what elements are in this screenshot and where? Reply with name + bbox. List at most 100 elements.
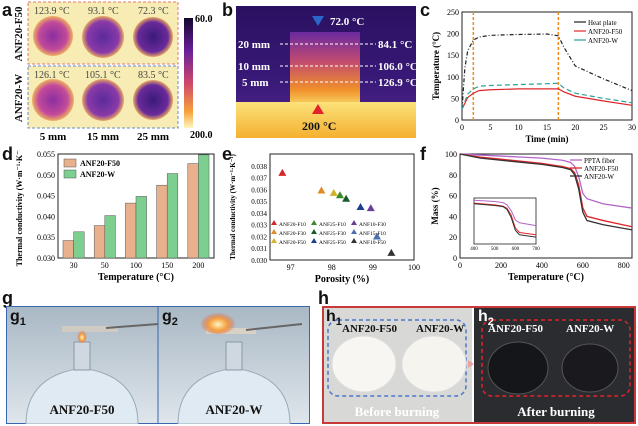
e-legend-4: ANF25-F30 <box>319 231 346 237</box>
h-arrow <box>468 360 474 368</box>
e-xtick-1: 98 <box>328 263 336 272</box>
c-legend-0: Heat plate <box>588 19 617 27</box>
d-bar-1-1 <box>104 215 116 259</box>
h-border <box>322 306 636 424</box>
f-legend-0: PPTA fiber <box>584 157 616 165</box>
panel-g-svg: ANF20-F50 ANF20-W <box>6 306 310 424</box>
e-legend-3: ANF25-F10 <box>319 222 346 228</box>
f-legend-1: ANF20-F50 <box>584 165 619 173</box>
e-xlabel: Porosity (%) <box>315 274 370 285</box>
b-bottom-temp: 200 °C <box>302 119 336 133</box>
d-xtick-1: 50 <box>101 261 109 270</box>
e-point-6 <box>366 204 375 212</box>
g1-flame <box>77 329 87 343</box>
d-ytick-4: 0.050 <box>37 171 55 180</box>
panel-label-a: a <box>2 0 13 20</box>
row2-spot-2 <box>82 79 124 121</box>
h2-sample-left <box>487 341 549 395</box>
f-legend-2: ANF20-W <box>584 173 614 181</box>
e-legend-swatch-4 <box>311 229 317 234</box>
c-xtick-0: 0 <box>460 123 464 132</box>
d-legend-swatch-1 <box>63 169 77 179</box>
f-xtick-3: 600 <box>577 261 589 270</box>
b-height-20: 20 mm <box>238 39 270 51</box>
e-legend-swatch-3 <box>311 220 317 225</box>
e-point-4 <box>342 194 351 202</box>
d-bar-1-2 <box>135 196 147 259</box>
f-ytick-1: 20 <box>449 233 457 242</box>
f-inset-xtick-2: 600 <box>512 247 520 252</box>
e-ytick-5: 0.035 <box>251 198 267 206</box>
e-legend-swatch-8 <box>351 238 357 243</box>
c-legend-2: ANF20-W <box>588 37 618 45</box>
d-xtick-3: 150 <box>161 261 173 270</box>
h1-sample-left <box>331 335 397 393</box>
d-xtick-2: 100 <box>130 261 142 270</box>
g1-caption: ANF20-F50 <box>50 402 115 417</box>
c-ytick-5: 250 <box>447 8 459 17</box>
b-top-temp: 72.0 °C <box>330 16 364 28</box>
b-temp-5: 126.9 °C <box>378 77 416 89</box>
chart-d: 30 50 100 150 200 0.030 0.035 0.040 0.045 0.050 0.… <box>15 150 215 283</box>
b-height-10: 10 mm <box>238 61 270 73</box>
c-ylabel: Temperature (°C) <box>431 32 441 100</box>
f-inset-frame <box>473 197 537 245</box>
col-label-1: 5 mm <box>40 131 67 142</box>
e-legend-swatch-7 <box>351 229 357 234</box>
c-xtick-6: 30 <box>628 123 636 132</box>
h1-right-label: ANF20-W <box>416 323 464 335</box>
e-ytick-7: 0.037 <box>251 175 267 183</box>
e-ytick-6: 0.036 <box>251 186 267 194</box>
c-xlabel: Time (min) <box>525 134 568 144</box>
row2-spot-1 <box>32 79 74 121</box>
d-bar-0-2 <box>125 202 137 259</box>
g1-lamp-neck <box>73 341 91 371</box>
f-inset-xtick-1: 500 <box>491 247 499 252</box>
e-legend-0: ANF20-F10 <box>279 222 306 228</box>
c-ytick-1: 50 <box>451 94 459 103</box>
col-label-3: 25 mm <box>137 131 169 142</box>
e-point-8 <box>387 248 396 256</box>
b-temp-10: 106.0 °C <box>378 61 416 73</box>
f-inset-xtick-0: 400 <box>470 247 478 252</box>
b-heat-plate <box>236 102 416 138</box>
row1-spot-2 <box>82 16 124 58</box>
c-ytick-0: 0 <box>455 116 459 125</box>
row2-label: ANF20-W <box>13 74 25 122</box>
d-xlabel: Temperature (°C) <box>98 272 174 283</box>
d-xtick-4: 200 <box>192 261 204 270</box>
row1-label: ANF20-F50 <box>13 6 25 61</box>
f-inset-xtick-3: 700 <box>532 247 540 252</box>
e-legend-swatch-2 <box>271 238 277 243</box>
c-xtick-4: 20 <box>571 123 579 132</box>
b-bottom-marker <box>312 104 324 114</box>
f-xtick-4: 800 <box>618 261 630 270</box>
panel-b-svg: 72.0 °C 20 mm 84.1 °C 10 mm 106.0 °C 5 m… <box>236 6 418 138</box>
h1-left-label: ANF20-F50 <box>342 323 397 335</box>
c-legend-1: ANF20-F50 <box>588 28 623 36</box>
f-ytick-3: 60 <box>449 192 457 201</box>
col-label-2: 15 mm <box>87 131 119 142</box>
d-ytick-1: 0.035 <box>37 233 55 242</box>
colorbar-min: 200.0 <box>190 130 213 141</box>
panel-a: 123.9 °C 93.1 °C 72.3 °C 126.1 °C 105.1 … <box>0 0 220 143</box>
f-series-0 <box>459 153 633 209</box>
g1-sample <box>62 326 118 332</box>
c-ytick-3: 150 <box>447 51 459 60</box>
e-legend-2: ANF20-F50 <box>279 240 306 246</box>
panel-b: 72.0 °C 20 mm 84.1 °C 10 mm 106.0 °C 5 m… <box>236 6 418 138</box>
b-height-5: 5 mm <box>242 77 269 89</box>
f-ytick-4: 80 <box>449 171 457 180</box>
h2-right-label: ANF20-W <box>566 323 614 335</box>
c-ytick-4: 200 <box>447 30 459 39</box>
row1-spot-3 <box>133 17 173 57</box>
chart-f: 0 200 400 600 800 0 20 40 60 80 100 Temperature (°C… <box>430 150 633 283</box>
d-bar-0-0 <box>62 240 74 259</box>
e-legend-swatch-1 <box>271 229 277 234</box>
d-ytick-0: 0.030 <box>37 254 55 263</box>
c-xtick-3: 15 <box>543 123 551 132</box>
c-series-2 <box>461 82 633 110</box>
panel-label-e: e <box>222 144 233 164</box>
row1-temp-1: 123.9 °C <box>34 6 70 17</box>
e-point-0 <box>278 168 287 176</box>
